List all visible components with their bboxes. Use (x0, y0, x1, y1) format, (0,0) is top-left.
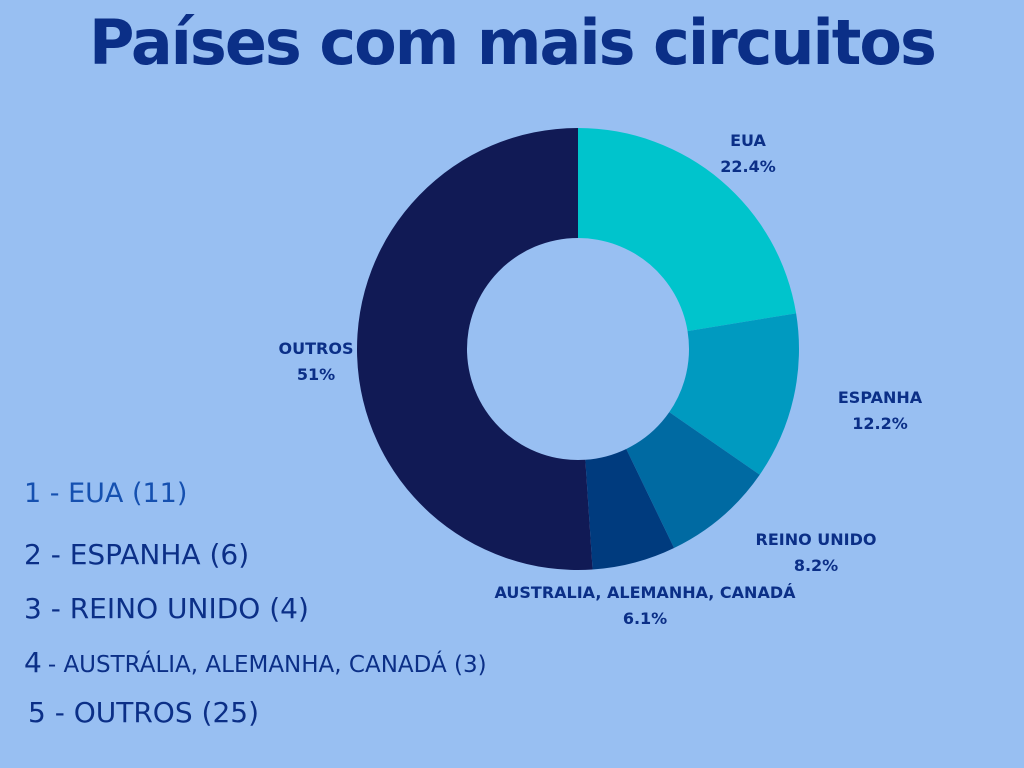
slice-reino-unido (626, 412, 760, 549)
ranking-item-4: 4- AUSTRÁLIA, ALEMANHA, CANADÁ (3) (24, 646, 487, 679)
slice-value-1: 22.4% (720, 157, 776, 176)
ranking-item-1: 1 - EUA (11) (24, 478, 188, 509)
page-title: Países com mais circuitos (89, 6, 937, 79)
slice-label-3: REINO UNIDO (756, 530, 877, 549)
slice-label-1: EUA (730, 131, 766, 150)
slice-label-5: OUTROS (279, 339, 354, 358)
ranking-item-5: 5 - OUTROS (25) (28, 696, 259, 729)
slice-australia-alemanha-canad (585, 448, 675, 570)
slice-value-2: 12.2% (852, 414, 908, 433)
ranking-item-3: 3 - REINO UNIDO (4) (24, 592, 309, 625)
slice-value-5: 51% (297, 365, 335, 384)
slice-value-4: 6.1% (623, 609, 667, 628)
ranking-item-4-text: - AUSTRÁLIA, ALEMANHA, CANADÁ (3) (47, 652, 487, 678)
ranking-item-4-number: 4 (24, 646, 42, 679)
slice-eua (578, 128, 797, 332)
slice-label-2: ESPANHA (838, 388, 923, 407)
slice-espanha (669, 313, 799, 475)
slice-value-3: 8.2% (794, 556, 838, 575)
slice-label-4: AUSTRALIA, ALEMANHA, CANADÁ (495, 583, 797, 602)
slice-outros (357, 128, 593, 570)
ranking-item-2: 2 - ESPANHA (6) (24, 538, 250, 571)
